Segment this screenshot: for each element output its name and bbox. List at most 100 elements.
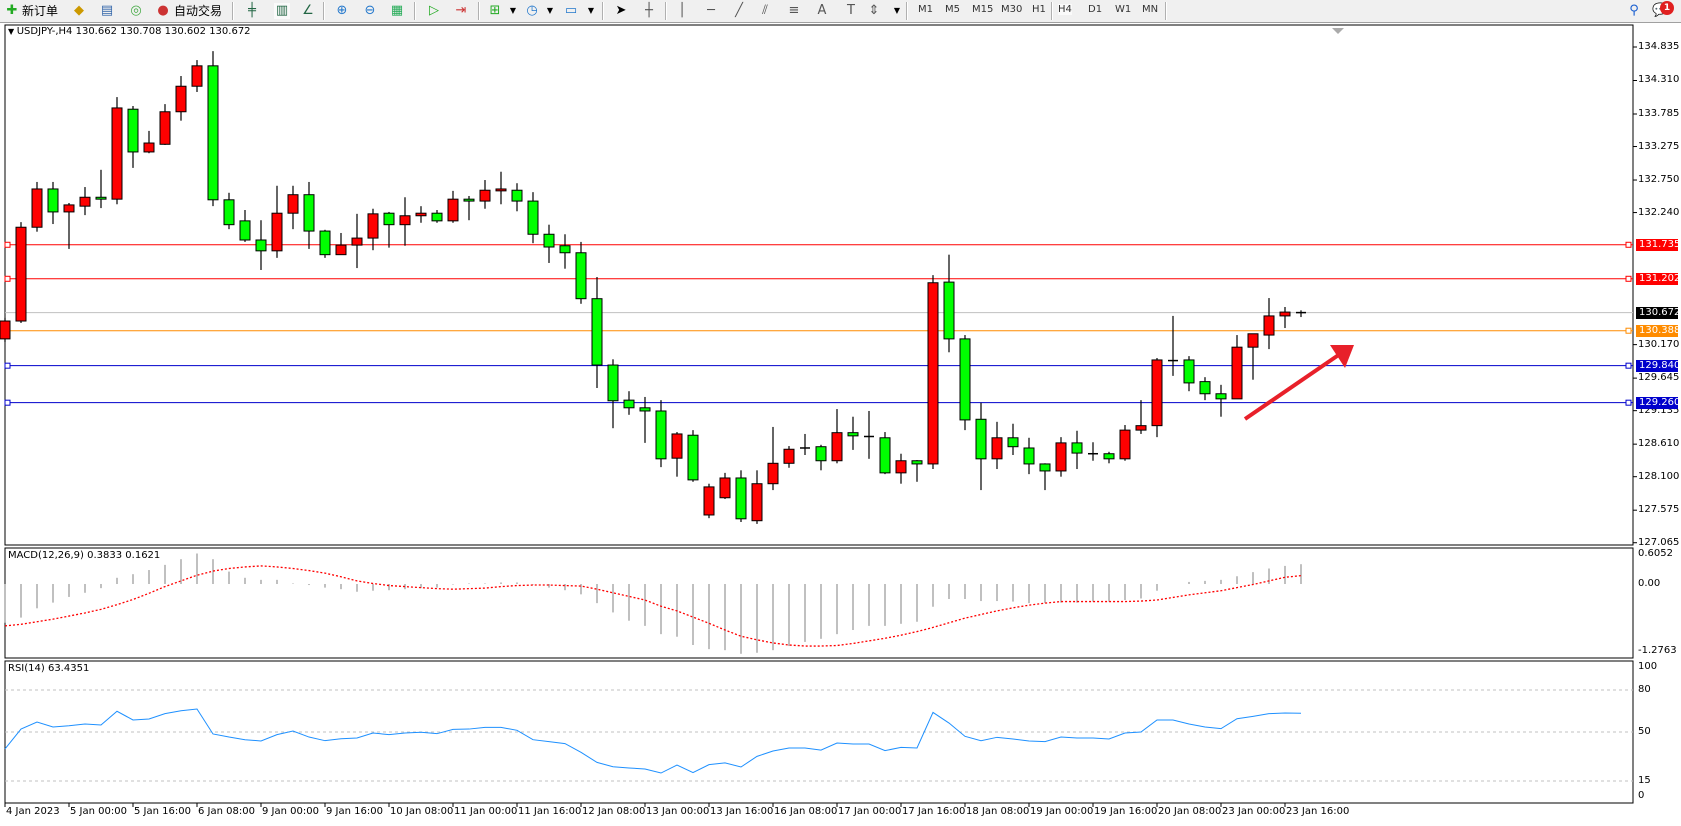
separator (602, 2, 604, 20)
chart-shift-icon[interactable]: ⇥ (455, 3, 467, 18)
time-axis-label: 17 Jan 16:00 (902, 806, 966, 817)
time-axis-label: 23 Jan 00:00 (1222, 806, 1286, 817)
time-axis-label: 4 Jan 2023 (6, 806, 60, 817)
price-tick-label: 133.785 (1638, 107, 1680, 119)
price-line-label: 131.735 (1636, 238, 1680, 251)
candle-bull (0, 320, 11, 340)
auto-trade-button[interactable]: 自动交易 (174, 4, 223, 18)
rsi-axis-label: 0 (1638, 790, 1645, 801)
tile-windows-icon[interactable]: ▦ (390, 3, 404, 18)
timeframe-w1[interactable]: W1 (1115, 4, 1132, 15)
indicators-icon[interactable]: ⊞ (489, 3, 501, 18)
text-icon[interactable]: A (817, 3, 827, 18)
candle-bear (1199, 381, 1211, 395)
candle-bull (415, 212, 427, 217)
time-axis-label: 13 Jan 00:00 (646, 806, 710, 817)
timeframe-m30[interactable]: M30 (1001, 4, 1023, 15)
line-chart-icon[interactable]: ∠ (302, 3, 314, 18)
gold-icon[interactable]: ◆ (74, 3, 84, 18)
arrows-icon[interactable]: ⇕ (868, 3, 880, 18)
price-tick-label: 129.645 (1638, 372, 1680, 384)
candle-bear (959, 338, 971, 421)
chevron-down-icon[interactable]: ▼ (587, 6, 595, 15)
candle-bull (495, 188, 507, 192)
timeframe-mn[interactable]: MN (1142, 4, 1159, 15)
rsi-axis-label: 100 (1638, 661, 1658, 672)
time-axis-label: 13 Jan 16:00 (710, 806, 774, 817)
price-tick-label: 127.065 (1638, 536, 1680, 548)
bar-chart-icon[interactable]: ╪ (248, 3, 256, 18)
new-order-button[interactable]: 新订单 (22, 4, 59, 18)
search-icon[interactable]: ⚲ (1629, 3, 1639, 18)
time-axis-label: 10 Jan 08:00 (390, 806, 454, 817)
candle-bear (975, 418, 987, 460)
notification-badge[interactable]: 1 (1660, 1, 1674, 15)
timeframe-m15[interactable]: M15 (972, 4, 994, 15)
zoom-in-icon[interactable]: ⊕ (336, 3, 348, 18)
profile-icon[interactable]: ▤ (100, 3, 114, 18)
rsi-line (4, 708, 1302, 774)
cursor-icon[interactable]: ➤ (615, 3, 627, 18)
candle-bear (463, 198, 475, 202)
candle-bull (751, 483, 763, 522)
vertical-line-icon[interactable]: │ (678, 3, 686, 18)
candle-bull (159, 111, 171, 145)
crosshair-icon[interactable]: ┼ (645, 3, 653, 18)
candle-bear (1039, 463, 1051, 472)
candlestick-icon[interactable]: ▥ (274, 3, 290, 19)
time-axis-label: 19 Jan 00:00 (1030, 806, 1094, 817)
candle-bear (735, 477, 747, 520)
trendline-icon[interactable]: ╱ (735, 3, 743, 18)
separator (1165, 2, 1167, 20)
period-clock-icon[interactable]: ◷ (526, 3, 538, 18)
price-tick-label: 130.170 (1638, 338, 1680, 350)
new-order-icon[interactable]: ✚ (6, 3, 18, 18)
signal-icon[interactable]: ◎ (130, 3, 142, 18)
chevron-down-icon[interactable]: ▼ (893, 6, 901, 15)
candle-bear (655, 410, 667, 460)
price-line-label: 131.202 (1636, 272, 1680, 285)
timeframe-h1[interactable]: H1 (1032, 4, 1046, 15)
timeframe-h4[interactable]: H4 (1058, 4, 1072, 15)
candle-bear (127, 108, 139, 153)
time-axis-label: 17 Jan 00:00 (838, 806, 902, 817)
time-axis-label: 9 Jan 16:00 (326, 806, 383, 817)
separator (665, 2, 667, 20)
candle-bull (191, 65, 203, 87)
zoom-out-icon[interactable]: ⊖ (364, 3, 376, 18)
candle-bull (335, 244, 347, 256)
candle-bear (559, 245, 571, 254)
collapse-triangle-icon[interactable]: ▼ (8, 27, 17, 36)
candle-bull (15, 226, 27, 322)
timeframe-m5[interactable]: M5 (945, 4, 960, 15)
chart-header: ▼ USDJPY-,H4 130.662 130.708 130.602 130… (8, 26, 251, 37)
candle-bull (927, 282, 939, 465)
horizontal-line-icon[interactable]: ─ (707, 3, 715, 18)
candle-bull (143, 142, 155, 153)
candle-bear (879, 437, 891, 474)
candle-bear (911, 460, 923, 465)
time-axis-label: 16 Jan 08:00 (774, 806, 838, 817)
timeframe-d1[interactable]: D1 (1088, 4, 1103, 15)
template-icon[interactable]: ▭ (564, 3, 578, 18)
candle-bear (223, 199, 235, 226)
auto-trade-icon[interactable]: ● (157, 3, 169, 18)
candle-bear (639, 407, 651, 412)
fibo-channel-icon[interactable]: ⫽ (762, 3, 768, 18)
candle-bull (767, 462, 779, 485)
fibo-icon[interactable]: ≡ (788, 3, 800, 18)
candle-bull (1247, 333, 1259, 348)
candle-bull (1279, 311, 1291, 317)
candle-bear (1023, 447, 1035, 465)
chevron-down-icon[interactable]: ▼ (546, 6, 554, 15)
chart-header-text: USDJPY-,H4 130.662 130.708 130.602 130.6… (16, 26, 251, 37)
chart-canvas[interactable] (0, 23, 1681, 826)
timeframe-m1[interactable]: M1 (918, 4, 933, 15)
chart-window[interactable]: ▼ USDJPY-,H4 130.662 130.708 130.602 130… (0, 23, 1681, 826)
candle-bear (47, 188, 59, 213)
chevron-down-icon[interactable]: ▼ (509, 6, 517, 15)
candle-bull (895, 460, 907, 474)
candle-bull (111, 107, 123, 200)
auto-scroll-icon[interactable]: ▷ (429, 3, 439, 18)
text-label-icon[interactable]: T (847, 3, 855, 18)
